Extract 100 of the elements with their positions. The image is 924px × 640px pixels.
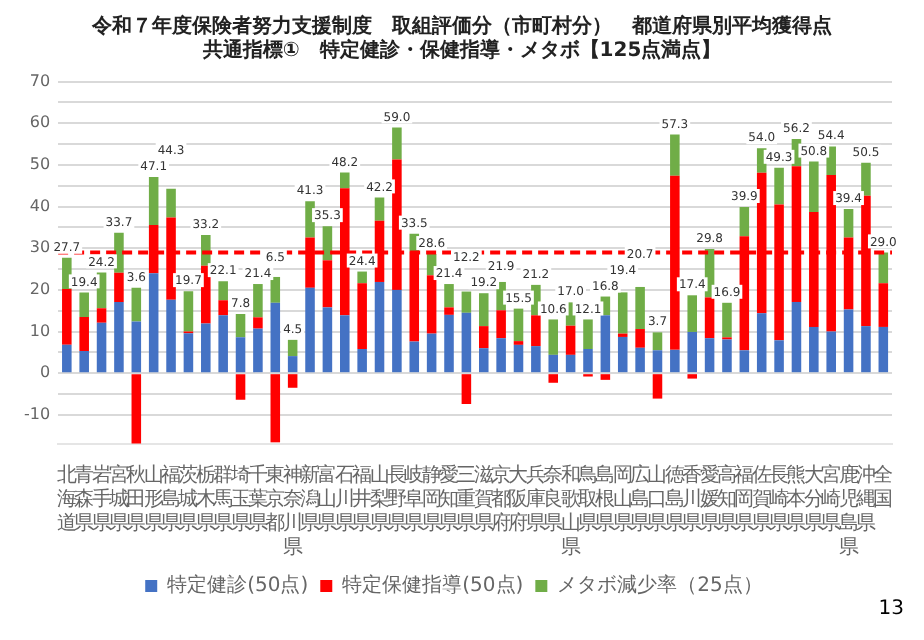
bar <box>131 321 142 373</box>
bar <box>374 197 385 221</box>
x-tick-label: 滋賀県 <box>473 463 494 536</box>
bar <box>218 281 228 301</box>
x-tick-label: 北海道 <box>56 463 77 536</box>
bar <box>253 317 263 329</box>
bar <box>843 209 854 238</box>
bar <box>496 338 506 373</box>
x-tick-label: 島根県 <box>595 463 616 536</box>
bar <box>287 339 298 357</box>
chart-title: 令和７年度保険者努力支援制度 取組評価分（市町村分） 都道府県別平均獲得点 <box>90 16 834 38</box>
bar <box>826 331 836 373</box>
x-tick-label: 山梨県 <box>369 463 390 536</box>
x-tick-label: 広島県 <box>630 463 651 536</box>
bar <box>79 351 89 373</box>
x-tick-label: 岩手県 <box>91 463 112 536</box>
bar <box>218 315 228 373</box>
x-tick-label: 神奈川県 <box>282 463 303 560</box>
y-tick-label: 40 <box>29 196 51 215</box>
bar <box>670 134 680 176</box>
bar <box>357 283 367 350</box>
bar <box>635 286 645 330</box>
y-tick-label: -10 <box>23 405 51 423</box>
legend-label: 特定保健指導(50点) <box>342 573 524 598</box>
bar <box>583 319 593 350</box>
bar <box>478 326 489 349</box>
bar <box>235 337 246 373</box>
bar <box>478 348 489 373</box>
bar <box>496 310 506 339</box>
x-tick-label: 青森県 <box>74 463 95 536</box>
bar <box>565 325 576 355</box>
bar <box>426 275 437 334</box>
x-tick-label: 富山県 <box>317 463 338 536</box>
bar <box>270 374 281 443</box>
bar <box>62 344 72 373</box>
x-tick-label: 鹿児島県 <box>838 463 859 560</box>
bar <box>461 374 472 405</box>
x-tick-label: 長野県 <box>386 465 407 536</box>
x-tick-label: 群馬県 <box>211 463 234 536</box>
bar <box>305 287 315 373</box>
bar <box>548 354 559 373</box>
y-tick-label: 70 <box>29 71 51 90</box>
bar <box>809 326 819 373</box>
bar <box>670 349 680 373</box>
y-tick-label: 60 <box>29 113 51 132</box>
y-tick-label: 50 <box>29 155 51 174</box>
bar <box>756 313 767 373</box>
bar <box>513 308 524 342</box>
x-tick-label: 宮崎県 <box>821 463 842 536</box>
y-tick-label: 30 <box>29 238 51 257</box>
x-tick-label: 佐賀県 <box>751 465 772 536</box>
bar <box>548 319 559 355</box>
bar <box>687 331 697 373</box>
x-tick-label: 徳島県 <box>664 465 685 536</box>
legend-label: メタボ減少率（25点） <box>557 573 763 598</box>
bar <box>565 354 576 373</box>
bar <box>600 315 611 373</box>
x-tick-label: 栃木県 <box>195 463 216 536</box>
x-tick-label: 全国 <box>873 463 894 512</box>
x-tick-label: 岡山県 <box>612 465 633 536</box>
bar <box>357 271 367 284</box>
bar <box>809 161 819 212</box>
x-tick-label: 山口県 <box>647 463 668 536</box>
bar <box>340 172 350 189</box>
text: 13 <box>878 598 904 620</box>
bar <box>739 350 750 373</box>
bar <box>253 284 263 318</box>
bar <box>114 301 124 373</box>
bar <box>704 338 715 373</box>
bar <box>148 273 159 373</box>
bar <box>287 374 298 388</box>
y-tick-label: 10 <box>29 321 51 340</box>
x-tick-label: 高知県 <box>716 463 737 536</box>
bar <box>617 292 628 334</box>
bar <box>444 307 454 315</box>
bar <box>687 295 697 332</box>
x-tick-label: 熊本県 <box>786 463 807 536</box>
bar <box>357 349 367 373</box>
x-tick-label: 大阪府 <box>508 463 529 536</box>
x-tick-label: 東京都 <box>265 463 286 536</box>
bar <box>704 297 715 339</box>
bar <box>235 374 246 400</box>
bar <box>131 374 142 444</box>
x-tick-label: 千葉県 <box>247 463 268 536</box>
x-tick-label: 岐阜県 <box>404 463 425 536</box>
bar <box>861 326 871 373</box>
bar <box>426 333 437 373</box>
bar <box>600 374 611 380</box>
bar <box>392 127 402 160</box>
bar <box>652 350 663 373</box>
bar <box>652 374 663 399</box>
bar <box>791 301 802 373</box>
y-tick-label: 20 <box>29 280 51 299</box>
x-tick-label: 福島県 <box>161 463 182 536</box>
bar <box>878 326 889 373</box>
bar <box>183 291 194 332</box>
bar <box>444 314 454 373</box>
bar <box>513 344 524 373</box>
bar <box>531 346 541 373</box>
bar <box>148 176 159 225</box>
